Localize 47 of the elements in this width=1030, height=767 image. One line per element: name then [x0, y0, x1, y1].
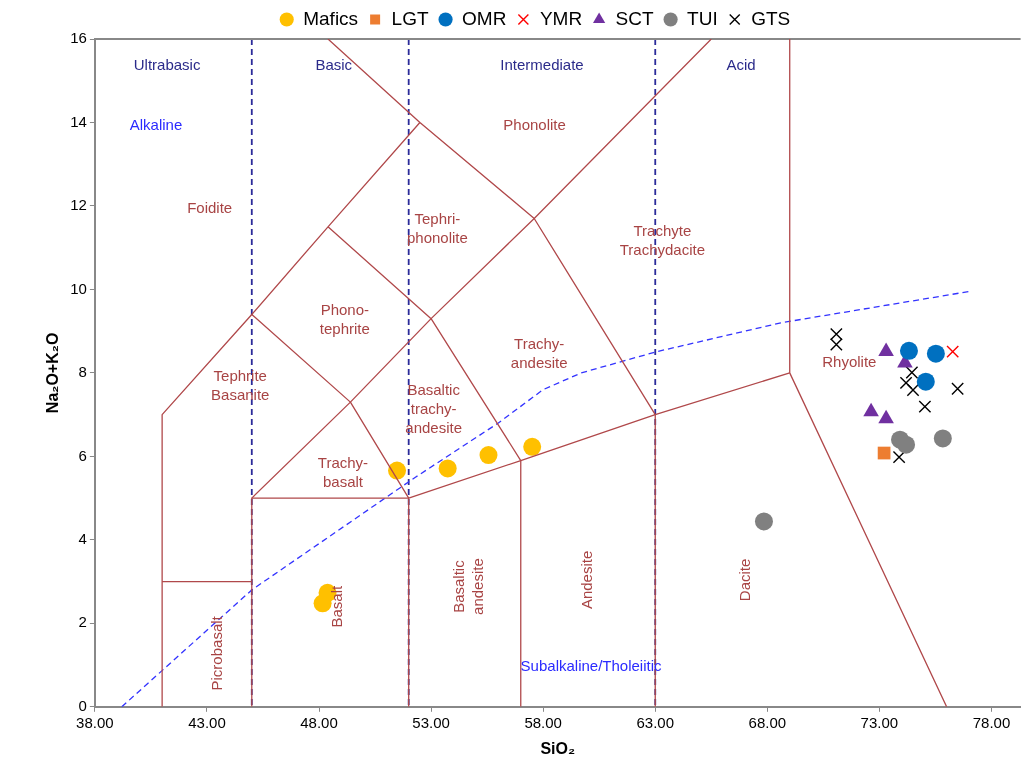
- y-tick-label: 4: [78, 529, 87, 547]
- y-tick-label: 0: [78, 696, 87, 714]
- annotation: Acid: [726, 55, 756, 73]
- annotation: Intermediate: [500, 55, 584, 73]
- annotation: Tephrite Basanite: [211, 366, 270, 403]
- annotation: Basaltic trachy- andesite: [405, 381, 463, 437]
- x-tick-label: 73.00: [860, 713, 899, 731]
- annotation: Tephri- phonolite: [406, 209, 468, 246]
- x-tick-label: 68.00: [748, 713, 787, 731]
- annotation: Phonolite: [503, 115, 566, 133]
- annotation: Trachy- andesite: [510, 334, 568, 371]
- legend-label: OMR: [462, 7, 507, 29]
- y-tick-label: 10: [70, 279, 87, 297]
- y-axis-title: Na₂O+K₂O: [44, 332, 62, 414]
- legend-label: TUI: [687, 7, 718, 29]
- x-tick-label: 78.00: [972, 713, 1011, 731]
- annotation: Alkaline: [129, 115, 183, 133]
- x-tick-label: 48.00: [300, 713, 338, 731]
- x-tick-label: 38.00: [76, 713, 114, 731]
- y-tick-label: 2: [78, 613, 87, 631]
- x-axis-title: SiO₂: [540, 739, 576, 757]
- x-tick-label: 43.00: [188, 713, 226, 731]
- x-tick-label: 58.00: [524, 713, 562, 731]
- y-tick-label: 8: [78, 363, 87, 381]
- annotation: Basalt: [327, 584, 345, 628]
- annotation: Dacite: [735, 558, 753, 602]
- legend-label: Mafics: [303, 7, 359, 29]
- y-tick-label: 16: [70, 29, 87, 47]
- y-tick-label: 12: [70, 196, 87, 214]
- annotation: Phono- tephrite: [319, 301, 370, 338]
- legend-label: YMR: [539, 7, 583, 29]
- legend-label: GTS: [751, 7, 791, 29]
- legend-label: LGT: [391, 7, 429, 29]
- y-tick-label: 14: [70, 112, 87, 130]
- legend-label: SCT: [615, 7, 655, 29]
- annotation: Foidite: [187, 199, 233, 217]
- annotation: Basaltic andesite: [449, 558, 486, 615]
- x-tick-label: 53.00: [412, 713, 450, 731]
- annotation: Ultrabasic: [133, 55, 201, 73]
- annotation: Basic: [315, 55, 353, 73]
- annotation: Trachyte Trachydacite: [619, 221, 705, 258]
- x-tick-label: 63.00: [636, 713, 675, 731]
- y-tick-label: 6: [78, 446, 87, 464]
- annotation: Andesite: [578, 550, 596, 610]
- annotation: Trachy- basalt: [317, 453, 369, 490]
- annotation: Rhyolite: [822, 353, 877, 371]
- annotation: Picrobasalt: [208, 615, 226, 691]
